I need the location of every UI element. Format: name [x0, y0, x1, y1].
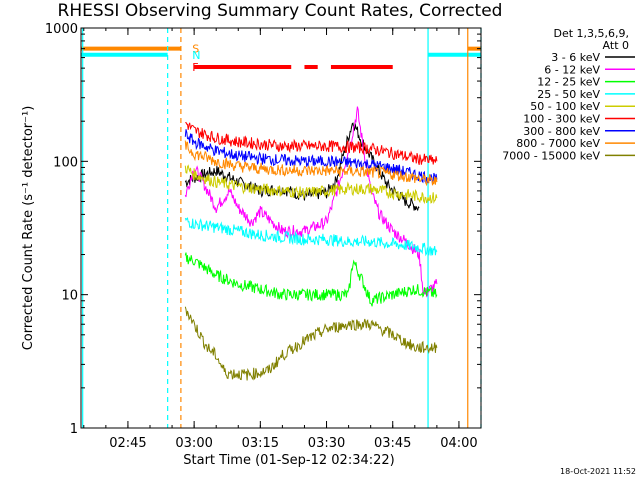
series-line	[184, 140, 438, 187]
legend-entry-label: 7000 - 15000 keV	[502, 149, 600, 162]
series-lines	[184, 106, 438, 381]
axes: 1 10 100 1000 02:45 03:00 03:15 03:30 03:45 04:00	[45, 22, 482, 451]
y-axis-label: Corrected Count Rate (s⁻¹ detector⁻¹)	[21, 106, 36, 351]
legend-header: Det 1,3,5,6,9,	[553, 27, 629, 40]
series-line	[184, 164, 438, 205]
plot-frame	[80, 27, 482, 429]
x-tick-label: 03:30	[308, 436, 345, 451]
legend-entry-label: 12 - 25 keV	[537, 76, 600, 89]
series-line	[184, 106, 438, 298]
series-line	[185, 121, 438, 166]
series-line	[184, 217, 438, 257]
status-bar-label: N	[192, 49, 200, 62]
y-tick-label: 1	[70, 422, 78, 437]
status-bars: SNF	[81, 43, 481, 74]
status-bar-label: S	[192, 43, 199, 56]
y-tick-label: 10	[61, 289, 78, 304]
x-tick-label: 04:00	[440, 436, 477, 451]
x-axis-label: Start Time (01-Sep-12 02:34:22)	[183, 453, 394, 468]
legend-entry-label: 3 - 6 keV	[551, 51, 600, 64]
x-tick-label: 03:15	[242, 436, 279, 451]
x-tick-label: 03:45	[374, 436, 411, 451]
x-tick-label: 02:45	[109, 436, 146, 451]
legend-header: Att 0	[603, 39, 629, 52]
series-line	[184, 252, 438, 307]
legend-entry-label: 800 - 7000 keV	[516, 137, 600, 150]
legend-entry-label: 100 - 300 keV	[523, 113, 600, 126]
generated-timestamp: 18-Oct-2021 11:52	[560, 467, 636, 476]
y-tick-label: 100	[53, 155, 78, 170]
legend-entry-label: 25 - 50 keV	[537, 88, 600, 101]
legend-entry-label: 50 - 100 keV	[530, 100, 600, 113]
series-line	[184, 306, 438, 381]
chart-title: RHESSI Observing Summary Count Rates, Co…	[58, 1, 503, 21]
series-line	[184, 129, 438, 185]
legend-entry-label: 300 - 800 keV	[523, 125, 600, 138]
status-bar-label: F	[192, 61, 198, 74]
legend-entry-label: 6 - 12 keV	[544, 63, 600, 76]
x-tick-label: 03:00	[175, 436, 212, 451]
y-tick-label: 1000	[45, 22, 78, 37]
